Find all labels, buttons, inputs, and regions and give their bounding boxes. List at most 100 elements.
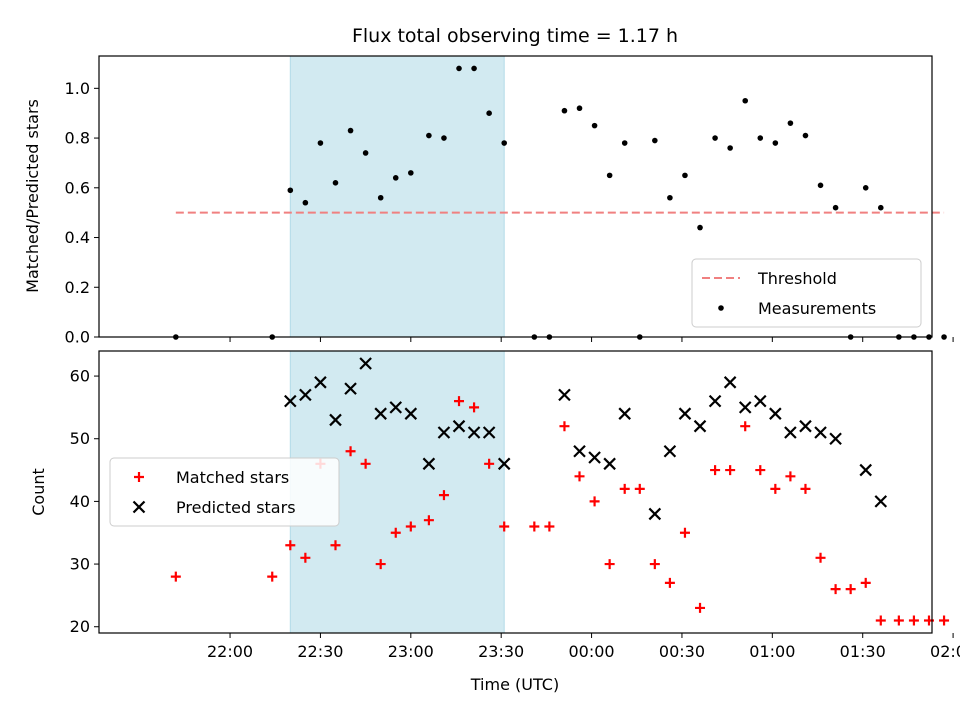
data-point	[300, 552, 311, 563]
data-point	[814, 426, 827, 439]
data-point	[679, 527, 690, 538]
data-point	[344, 382, 357, 395]
data-point	[799, 419, 812, 433]
data-point	[800, 483, 811, 494]
y-tick-label: 0.2	[65, 278, 90, 297]
data-point	[426, 132, 432, 139]
data-point	[390, 527, 401, 538]
legend: Matched stars Predicted stars	[109, 457, 340, 527]
data-point	[456, 65, 462, 72]
data-point	[374, 407, 387, 420]
data-point	[652, 137, 658, 144]
data-point	[738, 401, 752, 414]
y-tick-label: 0.6	[65, 178, 90, 197]
data-point	[405, 521, 416, 532]
legend: Threshold Measurements	[691, 258, 922, 328]
x-tick-label: 01:30	[840, 642, 886, 661]
data-point	[757, 135, 764, 141]
data-point	[606, 172, 613, 179]
data-point	[663, 444, 677, 458]
data-point	[708, 394, 722, 408]
data-point	[723, 376, 737, 389]
data-point	[648, 507, 662, 521]
data-point	[287, 187, 294, 194]
data-point	[664, 577, 675, 588]
data-point	[588, 451, 601, 464]
data-point	[591, 122, 598, 129]
data-point	[832, 204, 839, 211]
data-point	[529, 521, 540, 532]
data-point	[603, 457, 616, 471]
data-point	[754, 394, 767, 408]
legend-swatch-predicted-stars	[132, 500, 146, 514]
data-point	[845, 584, 856, 595]
series-matched-stars	[170, 396, 950, 626]
data-point	[329, 413, 342, 427]
data-point	[621, 140, 628, 146]
x-tick-label: 23:30	[478, 642, 524, 661]
y-tick-label: 20	[70, 617, 90, 636]
data-point	[452, 419, 466, 433]
data-point	[802, 132, 809, 139]
data-point	[389, 401, 403, 414]
data-point	[634, 483, 645, 494]
data-point	[573, 444, 586, 458]
data-point	[770, 483, 781, 494]
data-point	[742, 97, 749, 104]
top-panel-ratio-plot: 0.0 0.2 0.4 0.6 0.8 1.0 Threshold Measurements	[65, 55, 954, 347]
data-point	[467, 426, 481, 439]
x-axis-label: Time (UTC)	[470, 675, 559, 694]
legend-label: Matched stars	[176, 468, 289, 487]
data-point	[784, 426, 797, 439]
data-point	[482, 426, 496, 439]
legend-swatch-matched-stars	[134, 472, 144, 482]
data-point	[302, 199, 309, 206]
data-point	[332, 180, 339, 186]
data-point	[693, 419, 707, 433]
data-point	[422, 457, 436, 471]
data-point	[330, 540, 341, 551]
bottom-panel-count-plot: 20 30 40 50 60 22:00 22:30 23:00 23:30 00:00 00:30…	[70, 350, 960, 661]
data-point	[375, 559, 386, 570]
data-point	[619, 483, 630, 494]
legend-label: Measurements	[758, 299, 876, 318]
x-tick-label: 00:30	[659, 642, 705, 661]
x-tick-label: 02:00	[930, 642, 960, 661]
data-point	[561, 107, 568, 114]
data-point	[755, 465, 766, 476]
data-point	[682, 172, 688, 179]
data-point	[392, 175, 399, 181]
x-tick-label: 22:00	[207, 642, 253, 661]
data-point	[769, 407, 782, 420]
data-point	[360, 458, 371, 469]
legend-box	[109, 457, 340, 527]
data-point	[589, 496, 600, 507]
data-point	[559, 421, 570, 432]
data-point	[404, 407, 418, 420]
data-point	[486, 110, 492, 116]
data-point	[501, 140, 508, 146]
data-point	[317, 140, 324, 146]
data-point	[576, 105, 583, 112]
data-point	[604, 559, 615, 570]
data-point	[267, 571, 278, 582]
legend-label: Predicted stars	[176, 498, 296, 517]
x-tick-label: 23:00	[388, 642, 434, 661]
data-point	[484, 458, 495, 469]
plot-frame	[98, 55, 933, 338]
data-point	[649, 559, 660, 570]
data-point	[438, 490, 449, 501]
data-point	[345, 446, 356, 457]
data-point	[725, 465, 736, 476]
series-predicted-stars	[284, 357, 888, 521]
data-point	[874, 495, 888, 508]
data-point	[875, 615, 886, 626]
data-point	[712, 135, 718, 141]
data-point	[860, 577, 871, 588]
data-point	[893, 615, 904, 626]
data-point	[437, 426, 451, 439]
data-point	[377, 194, 384, 201]
data-point	[362, 150, 369, 156]
y-tick-label: 30	[70, 555, 90, 574]
